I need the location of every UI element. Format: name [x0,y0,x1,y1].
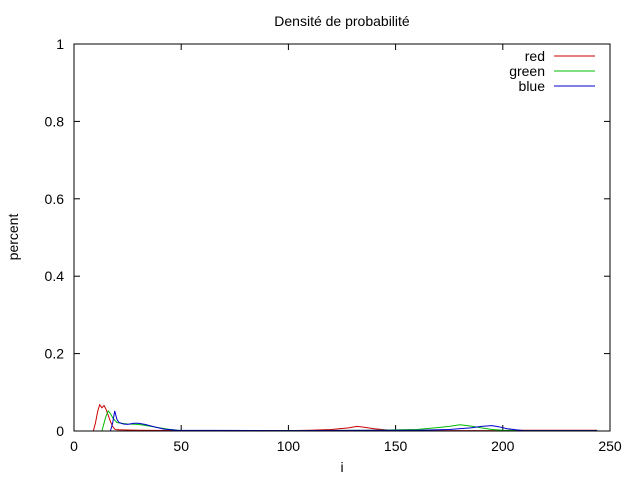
series-layer [74,403,598,432]
axis-ticks: 0 50 100 150 200 250 0 0.2 0.4 0.6 0.8 1 [45,36,622,454]
x-axis-label: i [340,459,343,475]
y-tick-label: 0 [56,423,64,439]
y-tick-label: 0.4 [45,268,65,284]
legend-label-red: red [525,48,545,64]
x-tick-label: 50 [173,438,189,454]
legend-label-blue: blue [519,78,546,94]
y-axis-label: percent [5,214,21,261]
x-tick-label: 150 [384,438,408,454]
y-tick-label: 1 [56,36,64,52]
series-line-blue [74,410,598,432]
legend-label-green: green [509,63,545,79]
y-tick-label: 0.6 [45,191,65,207]
plot-frame [73,43,611,432]
series-line-green [74,409,598,432]
x-tick-label: 250 [598,438,622,454]
x-tick-label: 0 [70,438,78,454]
x-tick-label: 100 [277,438,301,454]
chart-title: Densité de probabilité [274,13,410,29]
x-tick-label: 200 [491,438,515,454]
y-tick-label: 0.8 [45,113,65,129]
y-tick-label: 0.2 [45,346,65,362]
